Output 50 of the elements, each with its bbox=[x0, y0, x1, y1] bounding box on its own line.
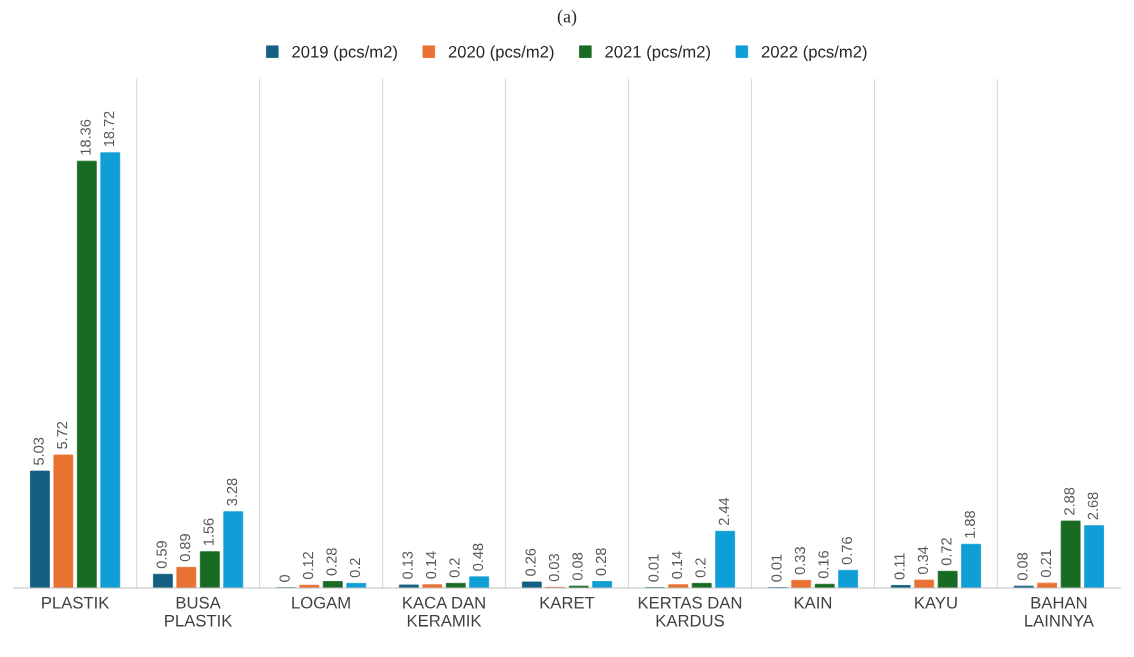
data-label: 0.08 bbox=[572, 552, 583, 581]
x-tick-label: BAHAN LAINNYA bbox=[1025, 596, 1094, 627]
x-tick-label: PLASTIK bbox=[42, 596, 110, 609]
legend-label: 2020 (pcs/m2) bbox=[448, 45, 554, 61]
x-tick-label: KARET bbox=[540, 596, 595, 609]
data-label: 0.2 bbox=[349, 558, 361, 578]
data-label: 0.12 bbox=[302, 552, 314, 580]
data-label: 18.36 bbox=[80, 119, 91, 155]
data-label: 3.28 bbox=[226, 478, 238, 506]
data-label: 0.34 bbox=[917, 546, 929, 574]
data-label: 0 bbox=[279, 574, 290, 582]
data-label: 0.28 bbox=[595, 548, 607, 576]
data-label: 1.88 bbox=[964, 511, 976, 538]
data-label: 0.16 bbox=[818, 551, 829, 579]
data-label: 0.72 bbox=[941, 538, 952, 566]
x-tick-label: KAYU bbox=[915, 596, 957, 609]
x-tick-label: KERTAS DAN KARDUS bbox=[638, 596, 742, 627]
data-label: 0.2 bbox=[695, 558, 706, 578]
data-label: 0.08 bbox=[1017, 552, 1028, 581]
data-label: 2.88 bbox=[1064, 487, 1075, 515]
data-label: 0.03 bbox=[548, 554, 560, 582]
data-label: 18.72 bbox=[103, 111, 115, 147]
data-label: 0.21 bbox=[1040, 549, 1052, 578]
chart-title: (a) bbox=[557, 9, 577, 27]
data-label: 0.89 bbox=[179, 534, 191, 562]
data-label: 0.26 bbox=[525, 548, 536, 576]
data-label: 1.56 bbox=[203, 518, 214, 546]
data-label: 5.03 bbox=[33, 437, 44, 465]
data-label: 0.76 bbox=[841, 537, 853, 565]
data-label: 0.28 bbox=[326, 548, 337, 576]
x-tick-label: LOGAM bbox=[292, 596, 350, 609]
data-label: 0.14 bbox=[671, 551, 683, 579]
x-tick-label: BUSA PLASTIK bbox=[165, 596, 233, 627]
data-label: 2.68 bbox=[1087, 492, 1099, 520]
legend-label: 2021 (pcs/m2) bbox=[605, 45, 710, 61]
data-label: 0.14 bbox=[425, 551, 437, 579]
x-tick-label: KAIN bbox=[794, 596, 832, 609]
data-label: 0.11 bbox=[894, 553, 905, 580]
legend-label: 2022 (pcs/m2) bbox=[761, 45, 867, 61]
data-label: 0.59 bbox=[156, 541, 167, 569]
data-label: 0.33 bbox=[794, 547, 806, 575]
data-label: 2.44 bbox=[718, 497, 729, 525]
legend-label: 2019 (pcs/m2) bbox=[292, 45, 397, 61]
x-tick-label: KACA DAN KERAMIK bbox=[403, 596, 485, 627]
data-label: 0.01 bbox=[648, 554, 659, 582]
data-label: 5.72 bbox=[56, 421, 68, 449]
data-label: 0.2 bbox=[449, 558, 460, 578]
data-label: 0.48 bbox=[472, 543, 484, 571]
data-label: 0.13 bbox=[402, 551, 413, 579]
data-label: 0.01 bbox=[771, 554, 782, 582]
